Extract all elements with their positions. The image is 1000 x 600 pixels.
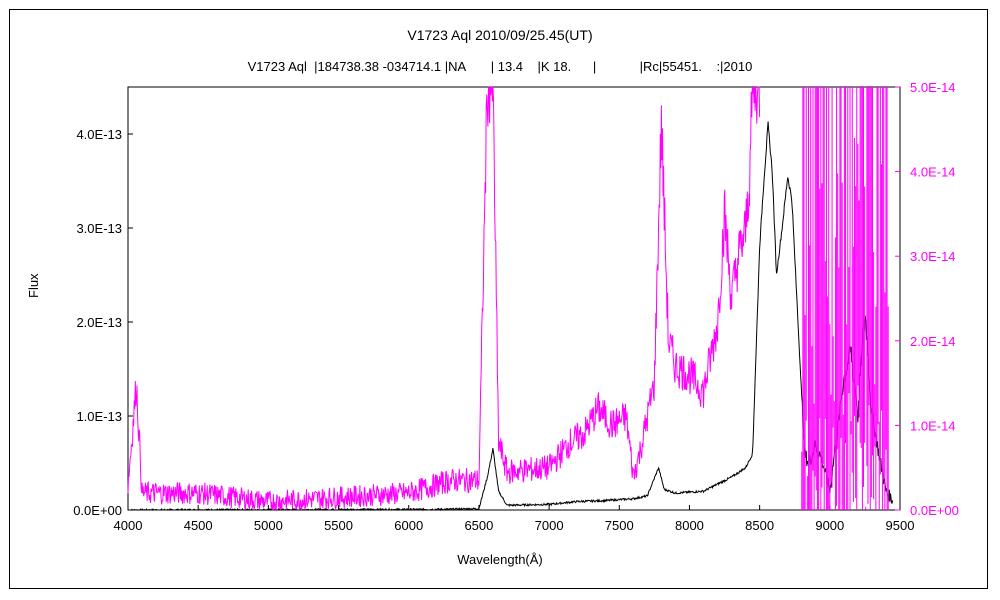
y-left-tick-label: 2.0E-13	[76, 315, 122, 330]
x-tick-label: 5500	[324, 518, 353, 533]
x-tick-label: 6500	[464, 518, 493, 533]
x-tick-label: 7000	[535, 518, 564, 533]
y-left-tick-label: 0.0E+00	[73, 503, 122, 518]
plot-area	[127, 86, 901, 511]
y-right-tick-label: 0.0E+00	[910, 503, 959, 518]
x-tick-label: 8000	[675, 518, 704, 533]
y-left-tick-label: 4.0E-13	[76, 127, 122, 142]
x-tick-label: 4500	[184, 518, 213, 533]
x-tick-label: 9000	[815, 518, 844, 533]
y-left-tick-label: 3.0E-13	[76, 221, 122, 236]
chart-frame	[9, 9, 988, 589]
x-tick-label: 6000	[394, 518, 423, 533]
y-right-tick-label: 1.0E-14	[910, 418, 956, 433]
x-tick-label: 8500	[745, 518, 774, 533]
y-right-tick-label: 3.0E-14	[910, 249, 956, 264]
chart-title: V1723 Aql 2010/09/25.45(UT)	[407, 27, 593, 43]
x-tick-label: 9500	[886, 518, 915, 533]
x-axis-label: Wavelength(Å)	[457, 552, 543, 567]
y-right-tick-label: 2.0E-14	[910, 334, 956, 349]
y-right-tick-label: 4.0E-14	[910, 165, 956, 180]
chart-subtitle: V1723 Aql |184738.38 -034714.1 |NA | 13.…	[247, 59, 753, 74]
x-tick-label: 4000	[114, 518, 143, 533]
y-left-tick-label: 1.0E-13	[76, 409, 122, 424]
flux-series-line	[127, 121, 894, 512]
x-tick-label: 7500	[605, 518, 634, 533]
x-tick-label: 5000	[254, 518, 283, 533]
y-right-tick-label: 5.0E-14	[910, 80, 956, 95]
scaled-flux-series-line	[127, 86, 761, 512]
